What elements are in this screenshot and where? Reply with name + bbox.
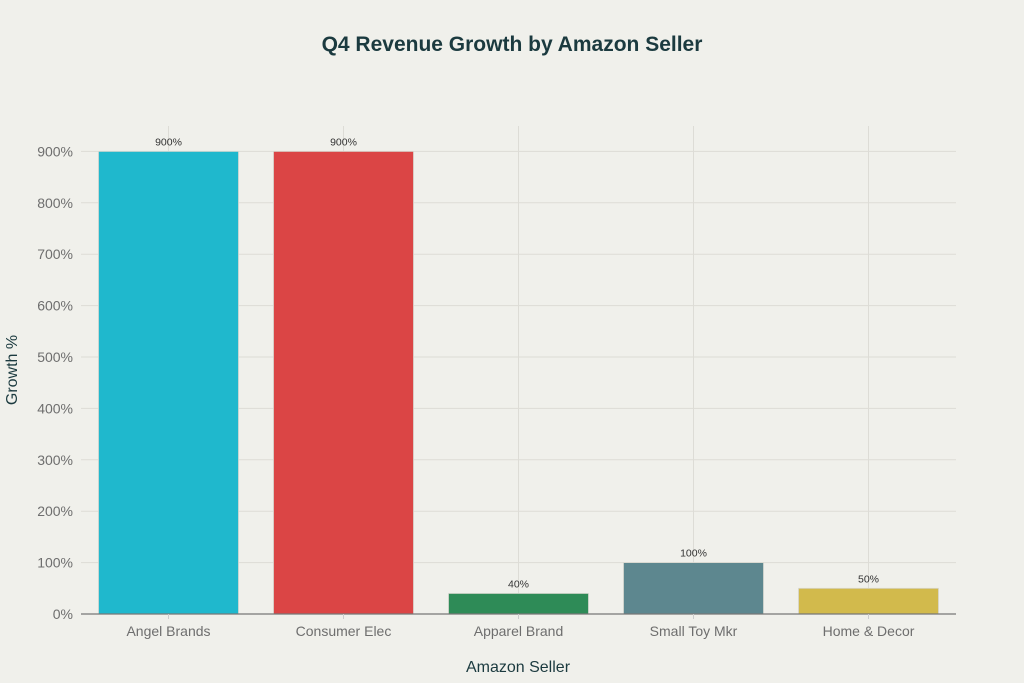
- bars: [98, 150, 939, 615]
- data-label: 50%: [858, 573, 879, 585]
- x-tick-label: Consumer Elec: [296, 623, 392, 639]
- y-tick-label: 900%: [37, 143, 73, 159]
- data-label: 100%: [680, 548, 707, 560]
- y-tick-label: 700%: [37, 246, 73, 262]
- y-tick-label: 500%: [37, 349, 73, 365]
- y-axis-label: Growth %: [4, 335, 21, 405]
- y-tick-label: 600%: [37, 298, 73, 314]
- x-tick-label: Home & Decor: [823, 623, 915, 639]
- data-labels: 900% 900% 40% 100% 50%: [155, 136, 879, 590]
- y-tick-label: 200%: [37, 503, 73, 519]
- bar: [798, 587, 939, 615]
- x-tick-label: Apparel Brand: [474, 623, 564, 639]
- x-axis-label: Amazon Seller: [466, 659, 571, 676]
- bar: [273, 150, 414, 615]
- y-axis-ticks: 0% 100% 200% 300% 400% 500% 600% 700% 800% 900%: [37, 143, 73, 622]
- data-label: 40%: [508, 578, 529, 590]
- y-tick-label: 400%: [37, 400, 73, 416]
- y-tick-label: 100%: [37, 555, 73, 571]
- data-label: 900%: [330, 136, 357, 148]
- y-tick-label: 800%: [37, 195, 73, 211]
- x-axis-ticks: Angel Brands Consumer Elec Apparel Brand Sm…: [126, 614, 915, 639]
- y-tick-label: 300%: [37, 452, 73, 468]
- x-tick-label: Small Toy Mkr: [650, 623, 738, 639]
- data-label: 900%: [155, 136, 182, 148]
- bar: [623, 562, 764, 615]
- y-tick-label: 0%: [53, 606, 73, 622]
- bar: [98, 150, 239, 615]
- bar: [448, 593, 589, 615]
- x-tick-label: Angel Brands: [126, 623, 210, 639]
- chart-title: Q4 Revenue Growth by Amazon Seller: [322, 33, 703, 56]
